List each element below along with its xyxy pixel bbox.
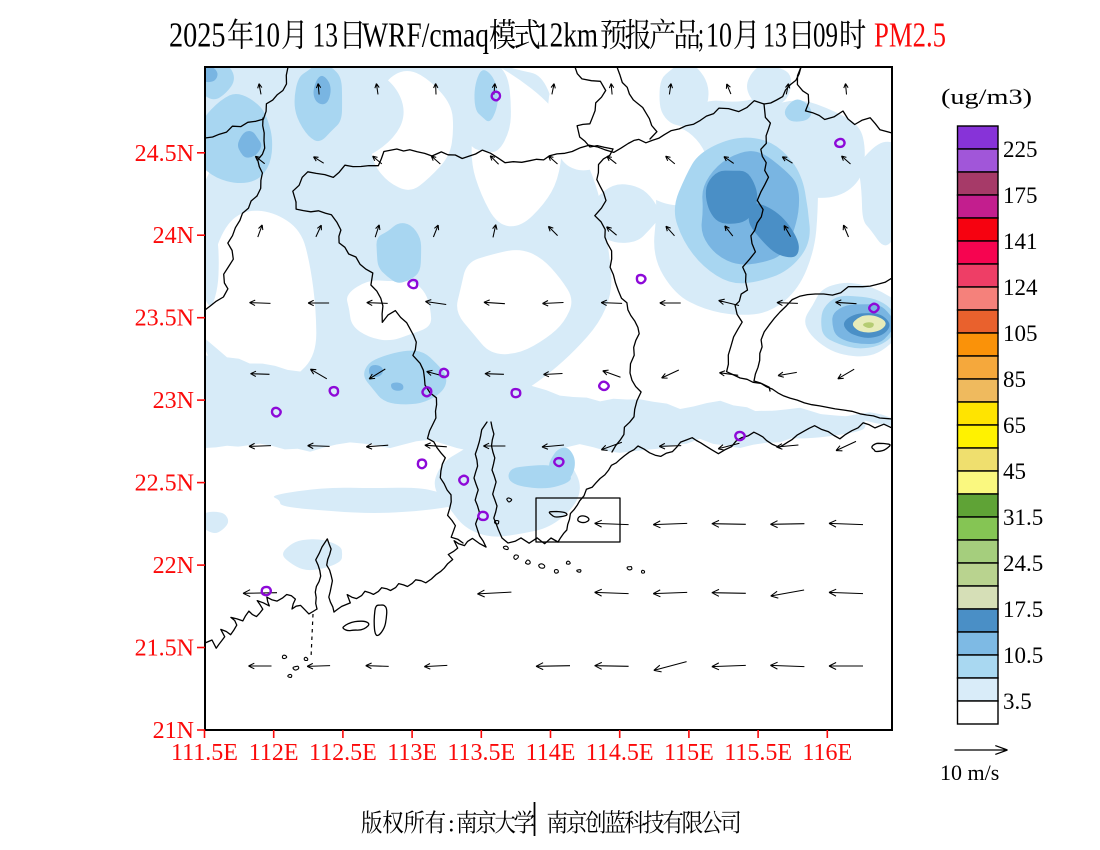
svg-text:175: 175 xyxy=(1003,183,1038,208)
svg-text:31.5: 31.5 xyxy=(1003,505,1043,530)
svg-text:21N: 21N xyxy=(153,718,194,744)
svg-text:24.5: 24.5 xyxy=(1003,551,1043,576)
svg-text:65: 65 xyxy=(1003,413,1026,438)
svg-text:111.5E: 111.5E xyxy=(171,740,238,766)
svg-text:09: 09 xyxy=(813,16,838,55)
svg-text:12km: 12km xyxy=(536,16,598,55)
svg-text:22N: 22N xyxy=(153,553,194,579)
svg-text:105: 105 xyxy=(1003,321,1038,346)
svg-text:24.5N: 24.5N xyxy=(135,141,194,167)
svg-text:112E: 112E xyxy=(249,740,299,766)
svg-text:124: 124 xyxy=(1003,275,1038,300)
svg-text:23N: 23N xyxy=(153,388,194,414)
svg-text:21.5N: 21.5N xyxy=(135,636,194,662)
svg-text:114.5E: 114.5E xyxy=(586,740,654,766)
svg-text:(ug/m3): (ug/m3) xyxy=(941,84,1032,109)
svg-text:24N: 24N xyxy=(153,223,194,249)
svg-text:10: 10 xyxy=(253,16,280,55)
svg-text:PM2.5: PM2.5 xyxy=(874,16,946,55)
svg-text:45: 45 xyxy=(1003,459,1026,484)
svg-text:114E: 114E xyxy=(526,740,576,766)
svg-text:113E: 113E xyxy=(387,740,437,766)
svg-text:10: 10 xyxy=(706,16,732,55)
svg-text:13: 13 xyxy=(763,16,787,55)
svg-text:85: 85 xyxy=(1003,367,1026,392)
svg-text:141: 141 xyxy=(1003,229,1038,254)
svg-text:23.5N: 23.5N xyxy=(135,306,194,332)
svg-text:;: ; xyxy=(698,16,704,55)
svg-text:10 m/s: 10 m/s xyxy=(940,760,999,785)
svg-text:225: 225 xyxy=(1003,137,1038,162)
svg-text:116E: 116E xyxy=(802,740,852,766)
svg-text:10.5: 10.5 xyxy=(1003,643,1043,668)
svg-text:17.5: 17.5 xyxy=(1003,597,1043,622)
svg-text:3.5: 3.5 xyxy=(1003,689,1032,714)
svg-text::: : xyxy=(448,812,455,838)
svg-text:115.5E: 115.5E xyxy=(724,740,792,766)
svg-text:115E: 115E xyxy=(664,740,714,766)
svg-text:2025: 2025 xyxy=(169,16,226,55)
svg-text:22.5N: 22.5N xyxy=(135,471,194,497)
svg-text:WRF/cmaq: WRF/cmaq xyxy=(362,16,489,55)
svg-text:112.5E: 112.5E xyxy=(309,740,377,766)
svg-text:113.5E: 113.5E xyxy=(447,740,515,766)
svg-text:13: 13 xyxy=(313,16,339,55)
